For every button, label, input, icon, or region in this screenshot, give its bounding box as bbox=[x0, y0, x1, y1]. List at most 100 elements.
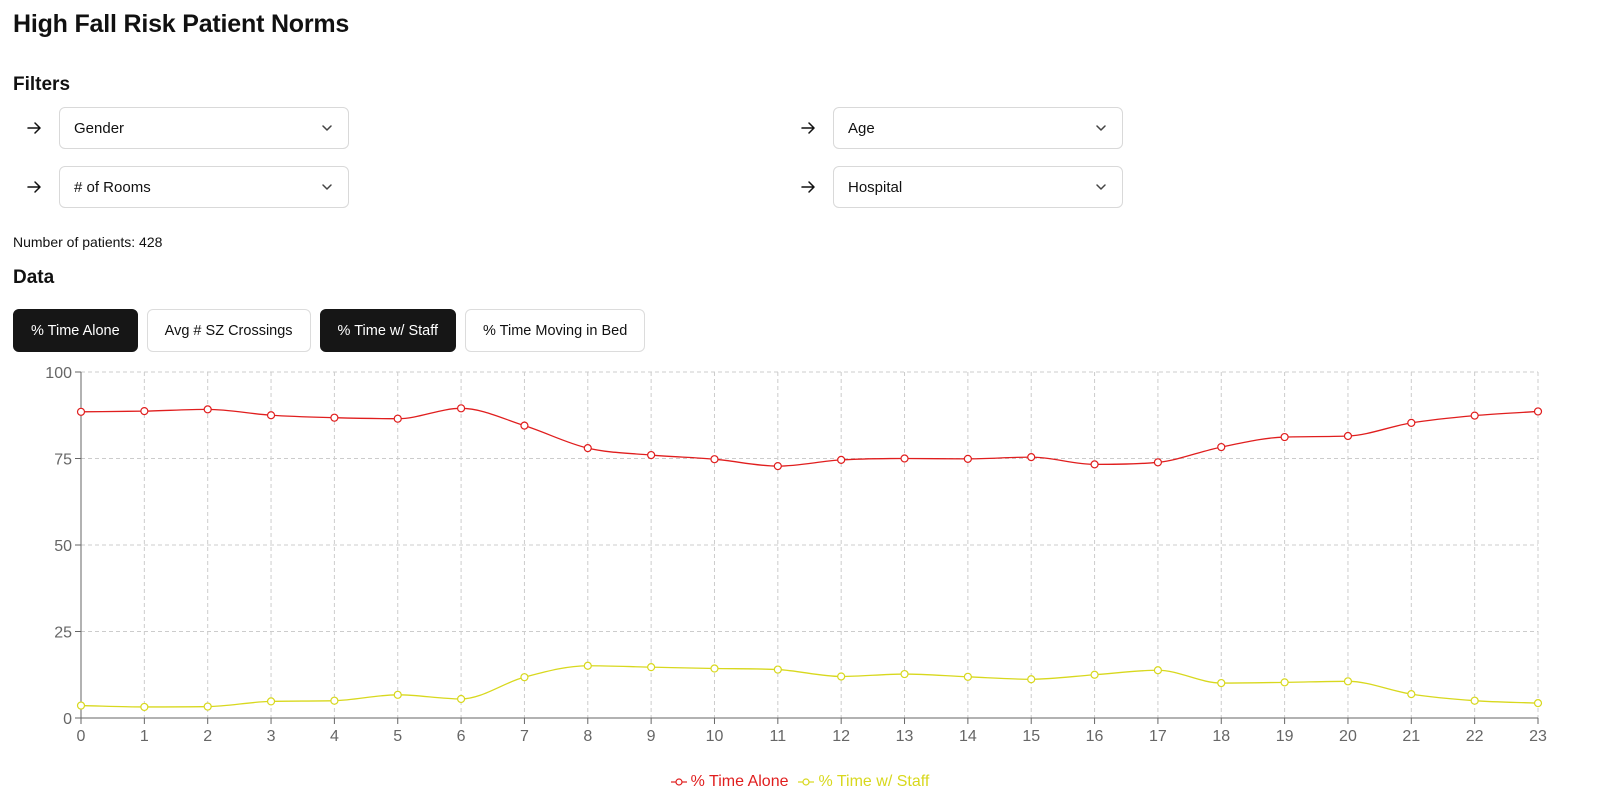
x-tick-label: 17 bbox=[1149, 728, 1167, 745]
data-point bbox=[1027, 453, 1036, 462]
chevron-down-icon bbox=[1096, 184, 1106, 190]
tab-time-alone[interactable]: % Time Alone bbox=[13, 309, 138, 352]
x-tick-label: 2 bbox=[203, 728, 212, 745]
x-tick-label: 21 bbox=[1402, 728, 1420, 745]
x-tick-label: 1 bbox=[140, 728, 149, 745]
gender-select[interactable]: Gender bbox=[59, 107, 349, 149]
x-tick-label: 7 bbox=[520, 728, 529, 745]
chevron-down-icon bbox=[322, 125, 332, 131]
data-point bbox=[963, 672, 972, 681]
data-point bbox=[1027, 675, 1036, 684]
hospital-select-label: Hospital bbox=[848, 178, 903, 196]
y-tick-label: 75 bbox=[54, 452, 72, 469]
data-point bbox=[1343, 677, 1353, 686]
x-tick-label: 3 bbox=[267, 728, 276, 745]
x-tick-label: 6 bbox=[457, 728, 466, 745]
x-tick-label: 22 bbox=[1466, 728, 1484, 745]
rooms-select[interactable]: # of Rooms bbox=[59, 166, 349, 208]
series-line-time-alone bbox=[80, 407, 1539, 467]
y-tick-label: 25 bbox=[54, 625, 72, 642]
data-point bbox=[76, 407, 86, 416]
data-point bbox=[140, 702, 149, 712]
x-tick-label: 5 bbox=[393, 728, 402, 745]
data-point bbox=[900, 454, 909, 463]
y-tick-label: 0 bbox=[63, 711, 72, 728]
data-point bbox=[1407, 418, 1416, 427]
data-point bbox=[647, 450, 656, 460]
legend-label-staff: % Time w/ Staff bbox=[818, 773, 930, 790]
data-point bbox=[1153, 458, 1163, 467]
data-point bbox=[1217, 442, 1226, 452]
gender-select-label: Gender bbox=[74, 119, 125, 137]
legend-item-alone[interactable]: % Time Alone bbox=[670, 773, 789, 791]
filters-heading: Filters bbox=[13, 74, 71, 95]
data-point bbox=[773, 462, 782, 471]
x-tick-label: 23 bbox=[1529, 728, 1547, 745]
rooms-select-label: # of Rooms bbox=[74, 178, 151, 196]
chart-legend: % Time Alone % Time w/ Staff bbox=[0, 773, 1600, 791]
data-point bbox=[456, 404, 466, 413]
data-point bbox=[1217, 678, 1226, 688]
data-point bbox=[1407, 690, 1416, 699]
tab-sz-crossings[interactable]: Avg # SZ Crossings bbox=[146, 309, 311, 352]
x-tick-label: 19 bbox=[1276, 728, 1294, 745]
data-point bbox=[963, 454, 972, 463]
data-point bbox=[837, 455, 846, 464]
data-point bbox=[1343, 431, 1353, 441]
arrow-right-icon bbox=[801, 181, 815, 193]
data-point bbox=[266, 411, 276, 420]
chevron-down-icon bbox=[322, 184, 332, 190]
tab-time-with-staff[interactable]: % Time w/ Staff bbox=[319, 309, 457, 352]
x-tick-label: 0 bbox=[77, 728, 86, 745]
data-point bbox=[710, 664, 719, 673]
legend-item-staff[interactable]: % Time w/ Staff bbox=[798, 773, 929, 791]
x-tick-label: 20 bbox=[1339, 728, 1357, 745]
data-point bbox=[1533, 699, 1543, 708]
data-point bbox=[520, 673, 529, 682]
data-point bbox=[520, 421, 529, 430]
x-tick-label: 9 bbox=[647, 728, 656, 745]
data-point bbox=[1280, 432, 1289, 442]
data-point bbox=[837, 672, 846, 681]
data-point bbox=[203, 405, 212, 414]
data-point bbox=[1280, 678, 1289, 687]
x-tick-label: 16 bbox=[1086, 728, 1104, 745]
y-tick-label: 100 bbox=[45, 365, 72, 382]
data-point bbox=[266, 697, 276, 706]
tab-time-moving-in-bed[interactable]: % Time Moving in Bed bbox=[465, 309, 646, 352]
arrow-right-icon bbox=[27, 122, 41, 134]
data-point bbox=[330, 413, 339, 422]
data-point bbox=[393, 690, 402, 699]
data-point bbox=[1090, 460, 1099, 469]
age-select[interactable]: Age bbox=[833, 107, 1123, 149]
x-tick-label: 10 bbox=[706, 728, 724, 745]
x-tick-label: 11 bbox=[770, 728, 787, 745]
data-point bbox=[583, 444, 592, 453]
data-point bbox=[1090, 670, 1099, 679]
data-point bbox=[140, 406, 149, 416]
data-point bbox=[1153, 666, 1163, 675]
data-point bbox=[647, 663, 656, 672]
page-title: High Fall Risk Patient Norms bbox=[13, 10, 350, 38]
data-point bbox=[710, 455, 719, 464]
legend-marker-staff bbox=[798, 778, 815, 786]
x-tick-label: 8 bbox=[583, 728, 592, 745]
data-point bbox=[393, 414, 402, 423]
y-tick-label: 50 bbox=[54, 538, 72, 555]
data-point bbox=[1470, 696, 1479, 705]
age-select-label: Age bbox=[848, 119, 875, 137]
legend-marker-alone bbox=[670, 778, 687, 786]
x-tick-label: 18 bbox=[1212, 728, 1230, 745]
series-line-time-with-staff bbox=[80, 665, 1539, 708]
x-tick-label: 14 bbox=[959, 728, 977, 745]
arrow-right-icon bbox=[801, 122, 815, 134]
hospital-select[interactable]: Hospital bbox=[833, 166, 1123, 208]
data-point bbox=[583, 661, 592, 670]
data-point bbox=[1533, 407, 1543, 416]
data-point bbox=[773, 665, 782, 674]
legend-label-alone: % Time Alone bbox=[690, 773, 789, 790]
x-tick-label: 4 bbox=[330, 728, 339, 745]
x-tick-label: 15 bbox=[1022, 728, 1040, 745]
data-point bbox=[330, 696, 339, 705]
